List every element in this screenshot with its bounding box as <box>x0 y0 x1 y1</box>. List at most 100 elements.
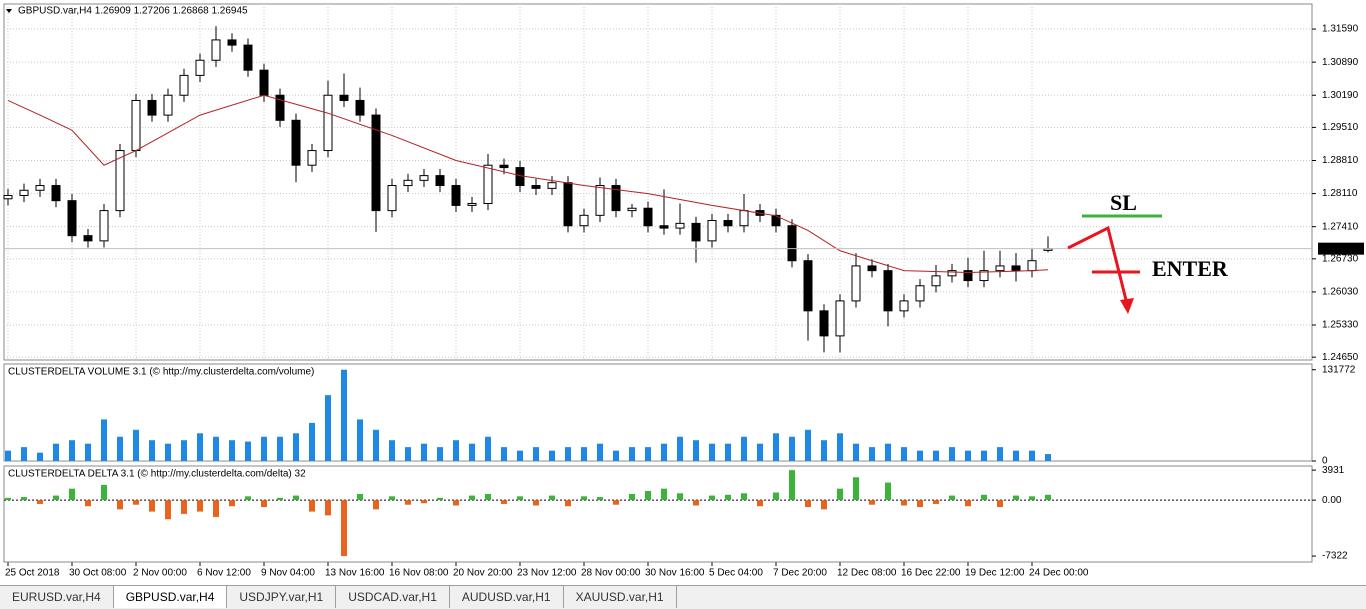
bar <box>517 496 523 501</box>
bar <box>133 429 139 461</box>
bar <box>773 492 779 501</box>
chart-tab[interactable]: XAUUSD.var,H1 <box>564 586 677 608</box>
bar <box>757 500 763 507</box>
candle-body <box>675 222 685 229</box>
bar <box>53 495 59 501</box>
candle-body <box>387 185 397 212</box>
y-tick-label: 1.28110 <box>1322 188 1358 199</box>
x-tick-label: 30 Oct 08:00 <box>69 568 127 579</box>
bar <box>453 440 459 461</box>
x-tick-label: 6 Nov 12:00 <box>197 568 251 579</box>
panel-frame <box>3 3 1313 361</box>
terminal-chart: 1.31590 1.30890 1.30190 1.29510 1.28810 1.281… <box>3 3 1364 579</box>
bar <box>997 447 1003 461</box>
bar <box>133 500 139 505</box>
bar <box>917 500 923 508</box>
candle-body <box>115 150 125 212</box>
bar <box>1013 495 1019 501</box>
x-tick-label: 9 Nov 04:00 <box>261 568 315 579</box>
bar <box>357 494 363 501</box>
candle-body <box>1011 265 1021 272</box>
candle-body <box>627 207 637 212</box>
bar <box>437 497 443 501</box>
bar <box>117 500 123 510</box>
y-tick-label: 1.30190 <box>1322 90 1359 101</box>
bar <box>437 447 443 461</box>
bar <box>357 419 363 461</box>
bar <box>613 450 619 461</box>
bar <box>549 495 555 501</box>
last-price-label: 1.26945 <box>1322 243 1359 254</box>
bar <box>805 429 811 461</box>
x-tick-label: 24 Dec 00:00 <box>1029 568 1089 579</box>
x-tick-label: 20 Nov 20:00 <box>453 568 513 579</box>
candle-body <box>739 210 749 227</box>
bar <box>725 443 731 461</box>
bar <box>277 497 283 501</box>
bar <box>85 443 91 461</box>
bar <box>645 447 651 461</box>
x-tick-label: 23 Nov 12:00 <box>517 568 577 579</box>
x-tick-label: 19 Dec 12:00 <box>965 568 1025 579</box>
y-tick-label: 1.26030 <box>1322 287 1359 298</box>
y-tick-label: 131772 <box>1322 364 1356 375</box>
bar <box>789 470 795 501</box>
candle-body <box>147 99 157 116</box>
chart-tab[interactable]: EURUSD.var,H4 <box>0 586 114 608</box>
bar <box>533 447 539 461</box>
candle-body <box>803 260 813 312</box>
panel-title: CLUSTERDELTA VOLUME 3.1 (© http://my.clu… <box>8 367 314 378</box>
chart-tab[interactable]: AUDUSD.var,H1 <box>450 586 564 608</box>
bar <box>917 450 923 461</box>
arrow-head <box>1120 298 1134 314</box>
bar <box>949 447 955 461</box>
bar <box>565 447 571 461</box>
bar <box>741 436 747 461</box>
bar <box>165 500 171 520</box>
candle-body <box>227 39 237 46</box>
bar <box>389 496 395 501</box>
enter-label: ENTER <box>1152 256 1229 281</box>
bar <box>581 496 587 501</box>
moving-average <box>7 94 1049 274</box>
candle-body <box>819 310 829 337</box>
candle-body <box>499 164 509 169</box>
bar <box>869 500 875 505</box>
bar <box>69 440 75 461</box>
bar <box>933 500 939 504</box>
candle-body <box>291 119 301 166</box>
bar <box>405 447 411 461</box>
bar <box>741 493 747 501</box>
chart-tab[interactable]: USDJPY.var,H1 <box>227 586 337 608</box>
candle-body <box>259 69 269 96</box>
bar <box>1045 454 1051 461</box>
y-tick-label: 1.30890 <box>1322 57 1359 68</box>
candle-body <box>307 150 317 166</box>
bar <box>341 500 347 557</box>
bar <box>293 433 299 461</box>
candle-body <box>83 235 93 242</box>
bar <box>341 369 347 461</box>
candle-body <box>883 270 893 312</box>
candle-body <box>195 59 205 76</box>
candle-body <box>451 185 461 206</box>
last-price-box <box>1318 242 1364 255</box>
bar <box>677 436 683 461</box>
y-tick-label: 3931 <box>1322 465 1345 476</box>
bar <box>229 440 235 461</box>
chart-tab[interactable]: GBPUSD.var,H4 <box>113 586 228 608</box>
bar <box>149 500 155 512</box>
candle-body <box>659 225 669 229</box>
bar <box>389 440 395 461</box>
chart-tab[interactable]: USDCAD.var,H1 <box>336 586 450 608</box>
bar <box>405 500 411 505</box>
candle-body <box>979 270 989 282</box>
y-tick-label: 1.31590 <box>1322 24 1359 35</box>
bar <box>709 443 715 461</box>
candle-body <box>483 164 493 205</box>
bar <box>693 440 699 461</box>
bar <box>213 500 219 517</box>
bar <box>885 443 891 461</box>
bar <box>661 488 667 501</box>
bar <box>581 447 587 461</box>
